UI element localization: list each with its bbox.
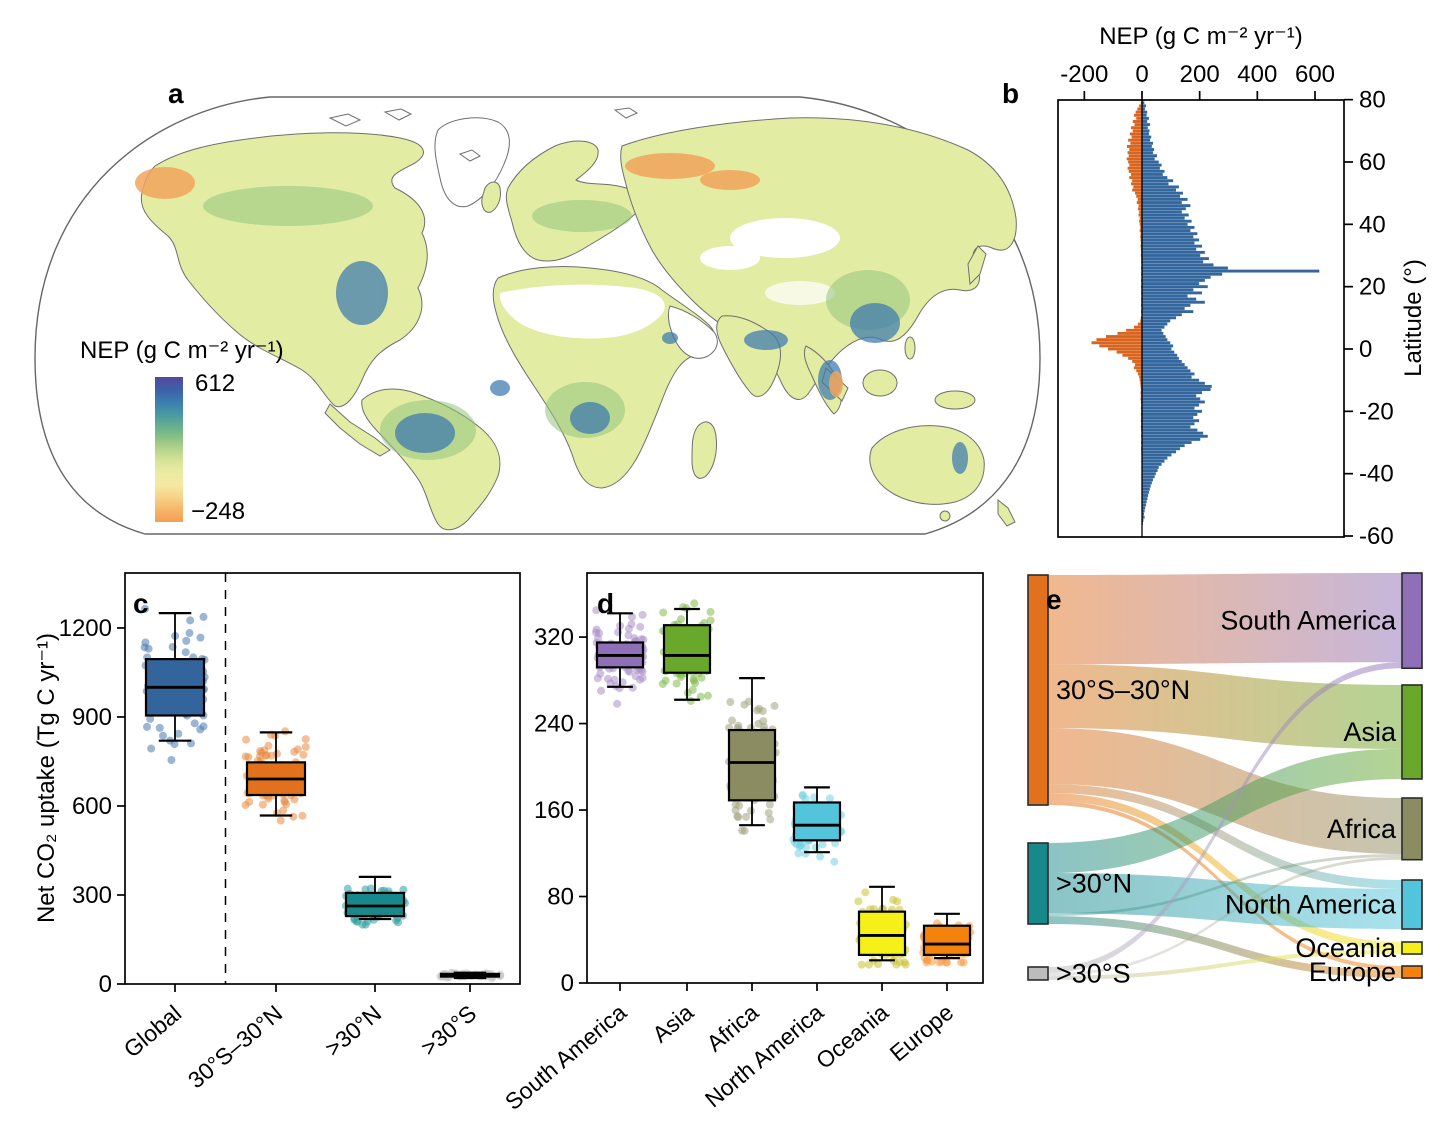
svg-text:40: 40 bbox=[1359, 211, 1386, 238]
category-label: Oceania bbox=[811, 999, 893, 1074]
nep-latitude-bars bbox=[1091, 100, 1320, 525]
sankey-right-label: Oceania bbox=[1295, 933, 1397, 963]
sankey-flow bbox=[1048, 792, 1402, 950]
sankey-flow bbox=[1048, 748, 1402, 874]
panel-d-label: d bbox=[597, 588, 615, 619]
map-nodata-patches bbox=[499, 218, 840, 339]
box-series-0 bbox=[591, 606, 648, 708]
sankey-right-label: Africa bbox=[1327, 814, 1397, 844]
svg-text:240: 240 bbox=[534, 711, 574, 738]
panel-b-latitude-axis-label: Latitude (°) bbox=[1400, 259, 1427, 377]
panel-e-label: e bbox=[1046, 584, 1062, 615]
svg-text:600: 600 bbox=[72, 793, 112, 820]
svg-text:300: 300 bbox=[72, 882, 112, 909]
svg-text:-40: -40 bbox=[1359, 461, 1394, 488]
box-series-3 bbox=[436, 968, 505, 983]
sankey-flow bbox=[1048, 728, 1402, 855]
box-series-5 bbox=[919, 912, 975, 967]
sankey-flow bbox=[1048, 573, 1402, 665]
world-map bbox=[34, 96, 1041, 535]
svg-text:0: 0 bbox=[1135, 61, 1148, 88]
sankey-node-right bbox=[1401, 684, 1423, 780]
box-series-4 bbox=[854, 885, 910, 969]
svg-text:-200: -200 bbox=[1060, 61, 1108, 88]
box-series-2 bbox=[341, 875, 409, 929]
category-label: >30°S bbox=[416, 1000, 481, 1061]
sankey-node-right bbox=[1401, 572, 1423, 670]
sankey-right-label: South America bbox=[1220, 606, 1397, 636]
svg-text:900: 900 bbox=[72, 704, 112, 731]
svg-text:0: 0 bbox=[1359, 336, 1372, 363]
svg-text:0: 0 bbox=[561, 970, 574, 997]
panel-a-label: a bbox=[168, 78, 184, 109]
sankey-flow bbox=[1048, 916, 1402, 979]
category-label: Global bbox=[119, 1000, 187, 1063]
box-series-1 bbox=[241, 727, 310, 825]
svg-text:600: 600 bbox=[1295, 61, 1335, 88]
panel-b-axis-title: NEP (g C m⁻² yr⁻¹) bbox=[1099, 23, 1303, 50]
map-legend-colorbar bbox=[155, 377, 183, 522]
sankey-node-left bbox=[1027, 966, 1049, 981]
sankey-node-right bbox=[1401, 879, 1423, 930]
sankey-right-label: North America bbox=[1225, 890, 1397, 920]
sankey-flow bbox=[1048, 784, 1402, 889]
sankey-right-label: Asia bbox=[1343, 717, 1397, 747]
panel-c-y-axis-label: Net CO₂ uptake (Tg C yr⁻¹) bbox=[33, 632, 60, 924]
svg-text:80: 80 bbox=[1359, 87, 1386, 114]
sankey-flow bbox=[1048, 854, 1402, 917]
category-label: Europe bbox=[885, 999, 959, 1067]
svg-text:80: 80 bbox=[547, 884, 574, 911]
sankey-node-right bbox=[1401, 965, 1423, 979]
panel-b-label: b bbox=[1002, 78, 1020, 109]
map-legend-title: NEP (g C m⁻² yr⁻¹) bbox=[80, 337, 284, 364]
sankey-node-left bbox=[1027, 842, 1049, 925]
svg-text:20: 20 bbox=[1359, 274, 1386, 301]
svg-text:160: 160 bbox=[534, 797, 574, 824]
box-series-1 bbox=[658, 599, 715, 705]
sankey-left-label: >30°N bbox=[1056, 868, 1132, 898]
category-label: 30°S–30°N bbox=[183, 1000, 287, 1093]
panel-e-sankey: 30°S–30°N >30°N >30°S South America Asia Afri… bbox=[1027, 572, 1423, 988]
sankey-node-right bbox=[1401, 941, 1423, 955]
box-series-2 bbox=[724, 677, 780, 835]
sankey-left-label: >30°S bbox=[1056, 958, 1131, 988]
map-orange-patches bbox=[135, 153, 843, 397]
sankey-flow bbox=[1048, 873, 1402, 930]
svg-text:200: 200 bbox=[1180, 61, 1220, 88]
panel-c-label: c bbox=[133, 588, 149, 619]
sankey-flow bbox=[1048, 949, 1402, 980]
box-series-0 bbox=[140, 604, 209, 764]
svg-text:-60: -60 bbox=[1359, 523, 1394, 550]
map-legend-min-label: −248 bbox=[191, 498, 246, 525]
sankey-node-left bbox=[1027, 574, 1049, 806]
sankey-node-right bbox=[1401, 797, 1423, 861]
svg-text:60: 60 bbox=[1359, 149, 1386, 176]
sankey-flow bbox=[1048, 664, 1402, 749]
svg-text:1200: 1200 bbox=[59, 615, 112, 642]
svg-text:-20: -20 bbox=[1359, 398, 1394, 425]
category-label: >30°N bbox=[320, 1000, 386, 1062]
category-label: Asia bbox=[647, 999, 698, 1048]
box-series-3 bbox=[789, 786, 846, 866]
sankey-left-label: 30°S–30°N bbox=[1056, 675, 1190, 705]
sankey-right-label: Europe bbox=[1309, 957, 1396, 987]
sankey-flow bbox=[1048, 856, 1402, 976]
sankey-flow bbox=[1048, 662, 1402, 974]
svg-text:0: 0 bbox=[99, 971, 112, 998]
map-legend-max-label: 612 bbox=[195, 370, 236, 397]
svg-text:400: 400 bbox=[1237, 61, 1277, 88]
category-label: South America bbox=[500, 999, 631, 1115]
svg-text:320: 320 bbox=[534, 624, 574, 651]
